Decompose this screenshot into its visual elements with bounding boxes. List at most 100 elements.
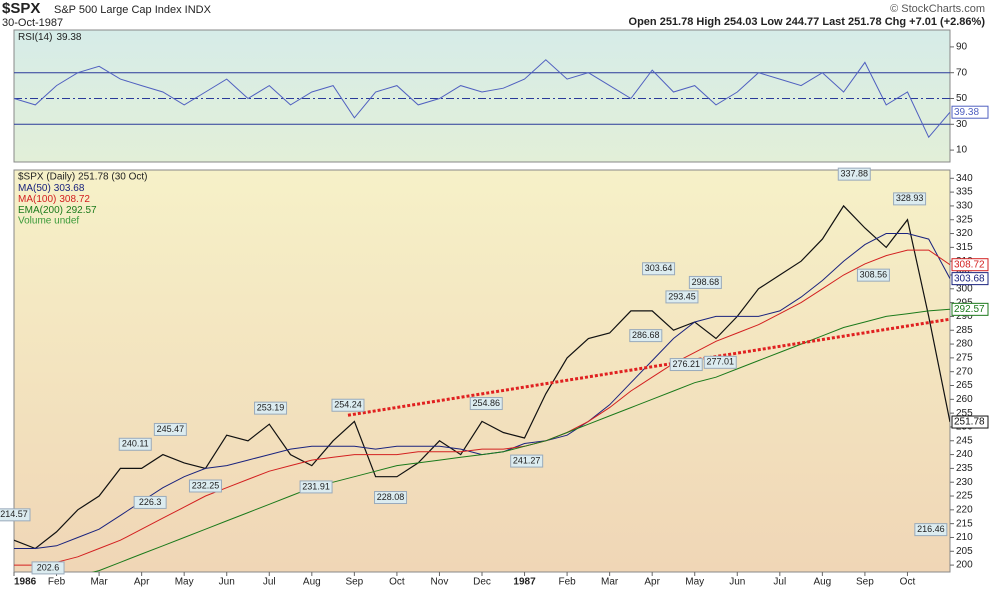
x-tick-label: Dec — [473, 577, 491, 588]
y-tick-label: 330 — [956, 201, 973, 212]
y-tick-label: 70 — [956, 67, 968, 78]
annotation-box — [642, 262, 676, 276]
annotation-label: 254.24 — [334, 400, 362, 410]
annotation-box — [856, 268, 890, 282]
legend-entry: MA(100) 308.72 — [18, 194, 90, 205]
series-line — [91, 308, 950, 572]
y-tick-label: 275 — [956, 353, 973, 364]
x-tick-label: Apr — [134, 577, 150, 588]
annotation-label: 241.27 — [513, 455, 541, 465]
x-tick-label: Jul — [263, 577, 276, 588]
x-tick-label: Feb — [48, 577, 66, 588]
x-tick-label: Aug — [303, 577, 321, 588]
y-tick-label: 325 — [956, 214, 973, 225]
legend-note: Volume undef — [18, 216, 79, 227]
y-tick-label: 10 — [956, 145, 968, 156]
x-tick-label: 1987 — [513, 577, 536, 588]
value-tag-label: 303.68 — [954, 273, 985, 284]
annotation-box — [133, 495, 167, 509]
date: 30-Oct-1987 — [2, 17, 63, 29]
annotation-label: 228.08 — [377, 492, 405, 502]
y-tick-label: 315 — [956, 242, 973, 253]
x-tick-label: 1986 — [14, 577, 37, 588]
rsi-legend: RSI(14) 39.38 — [18, 32, 82, 43]
x-tick-label: Mar — [601, 577, 619, 588]
y-tick-label: 30 — [956, 119, 968, 130]
annotation-label: 245.47 — [157, 424, 185, 434]
quote: Open 251.78 High 254.03 Low 244.77 Last … — [629, 16, 986, 28]
x-tick-label: Jun — [729, 577, 745, 588]
annotation-label: 293.45 — [668, 291, 696, 301]
y-tick-label: 290 — [956, 311, 973, 322]
y-tick-label: 230 — [956, 477, 973, 488]
x-tick-label: Sep — [856, 577, 874, 588]
value-tag — [951, 415, 989, 429]
value-tag — [951, 272, 989, 286]
value-tag — [951, 258, 989, 272]
annotation-label: 232.25 — [192, 480, 220, 490]
y-tick-label: 210 — [956, 532, 973, 543]
legend-name: MA(50) — [18, 183, 51, 194]
annotation-box — [153, 422, 187, 436]
series-line — [14, 59, 950, 139]
x-tick-label: Feb — [558, 577, 576, 588]
value-tag-label: 39.38 — [954, 107, 979, 118]
annotation-label: 277.01 — [706, 357, 734, 367]
x-tick-label: Jul — [773, 577, 786, 588]
legend-name: MA(100) — [18, 194, 56, 205]
annotation-box — [254, 401, 288, 415]
annotation-label: 202.6 — [37, 562, 60, 572]
series-line-group — [14, 204, 950, 550]
annotation-label: 253.19 — [257, 403, 285, 413]
annotation-label: 231.91 — [302, 481, 330, 491]
annotation-box — [374, 491, 408, 505]
annotation-box — [118, 437, 152, 451]
x-tick-label: Sep — [345, 577, 363, 588]
annotation-label: 214.57 — [0, 509, 28, 519]
annotation-label: 226.3 — [139, 497, 162, 507]
annotation-label: 240.11 — [122, 439, 149, 449]
annotation-box — [510, 454, 544, 468]
y-tick-label: 235 — [956, 463, 973, 474]
y-tick-label: 265 — [956, 380, 973, 391]
y-tick-label: 205 — [956, 546, 973, 557]
series-line — [14, 204, 950, 550]
y-tick-label: 240 — [956, 449, 973, 460]
x-tick-label: Aug — [813, 577, 831, 588]
y-tick-label: 340 — [956, 173, 973, 184]
legend-value: 292.57 — [66, 205, 97, 216]
value-tag-label: 308.72 — [954, 259, 985, 270]
annotation-label: 303.64 — [645, 263, 673, 273]
y-tick-label: 280 — [956, 339, 973, 350]
trendline — [347, 317, 951, 417]
annotation-box — [0, 508, 31, 522]
annotation-label: 308.56 — [860, 270, 888, 280]
x-tick-label: Apr — [644, 577, 660, 588]
x-tick-label: May — [685, 577, 704, 588]
y-tick-label: 270 — [956, 366, 973, 377]
x-tick-label: May — [175, 577, 194, 588]
y-tick-label: 335 — [956, 187, 973, 198]
rsi-panel — [13, 29, 951, 163]
y-tick-label: 200 — [956, 560, 973, 571]
value-tag — [951, 302, 989, 316]
y-tick-label: 220 — [956, 504, 973, 515]
annotation-label: 286.68 — [632, 330, 660, 340]
annotation-box — [893, 192, 927, 206]
x-tick-label: Nov — [431, 577, 449, 588]
legend-name: EMA(200) — [18, 205, 63, 216]
annotation-box — [837, 167, 871, 181]
x-tick-label: Oct — [389, 577, 405, 588]
annotation-box — [665, 290, 699, 304]
annotation-box — [669, 358, 703, 372]
annotation-box — [703, 355, 737, 369]
credit: © StockCharts.com — [890, 3, 985, 15]
x-tick-label: Jun — [219, 577, 235, 588]
y-tick-label: 300 — [956, 283, 973, 294]
annotation-label: 328.93 — [896, 193, 924, 203]
x-tick-label: Mar — [90, 577, 108, 588]
series-line — [14, 249, 950, 566]
annotation-box — [188, 479, 222, 493]
y-tick-label: 215 — [956, 518, 973, 529]
